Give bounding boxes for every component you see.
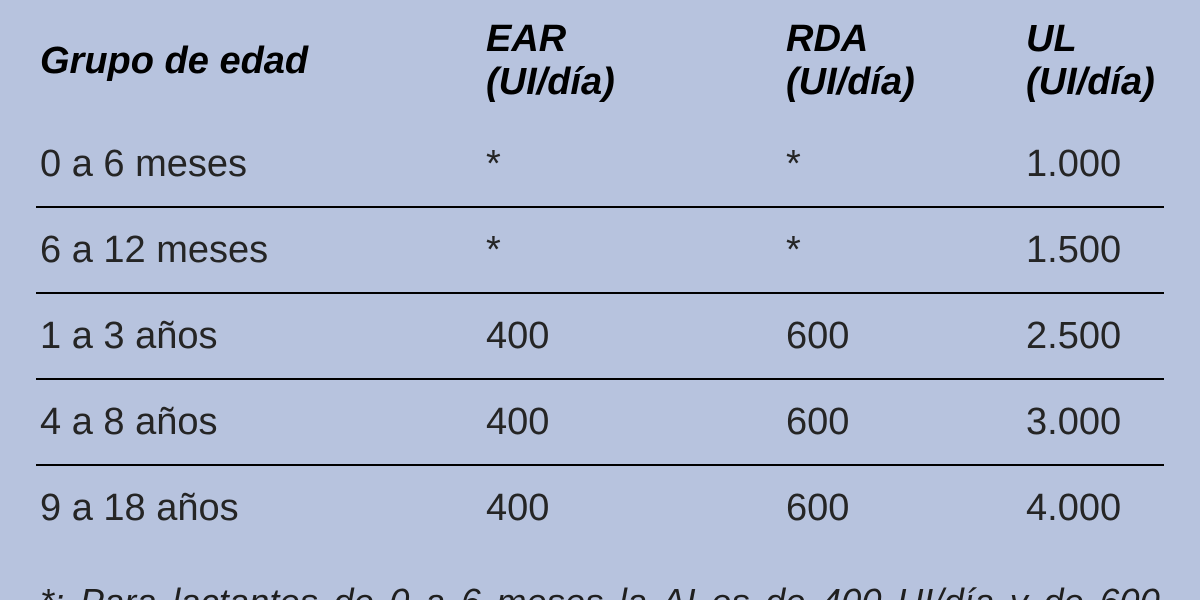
vitamin-d-intake-table: Grupo de edad EAR (UI/día) RDA (UI/día) … xyxy=(36,18,1164,550)
column-header-age: Grupo de edad xyxy=(36,18,366,122)
cell-ul: 2.500 xyxy=(966,293,1164,379)
cell-rda: * xyxy=(666,122,966,207)
cell-ear: 400 xyxy=(366,293,666,379)
column-header-ear: EAR (UI/día) xyxy=(366,18,666,122)
cell-age: 9 a 18 años xyxy=(36,465,366,550)
cell-rda: * xyxy=(666,207,966,293)
table-row: 1 a 3 años 400 600 2.500 xyxy=(36,293,1164,379)
column-header-rda: RDA (UI/día) xyxy=(666,18,966,122)
table-row: 6 a 12 meses * * 1.500 xyxy=(36,207,1164,293)
table-container: Grupo de edad EAR (UI/día) RDA (UI/día) … xyxy=(0,0,1200,600)
table-footnote: *: Para lactantes de 0 a 6 meses la AI e… xyxy=(36,578,1164,600)
cell-ear: 400 xyxy=(366,465,666,550)
column-header-ul: UL (UI/día) xyxy=(966,18,1164,122)
cell-ul: 4.000 xyxy=(966,465,1164,550)
cell-age: 0 a 6 meses xyxy=(36,122,366,207)
cell-age: 1 a 3 años xyxy=(36,293,366,379)
cell-ear: * xyxy=(366,122,666,207)
cell-age: 4 a 8 años xyxy=(36,379,366,465)
table-header-row: Grupo de edad EAR (UI/día) RDA (UI/día) … xyxy=(36,18,1164,122)
cell-rda: 600 xyxy=(666,379,966,465)
cell-ul: 1.000 xyxy=(966,122,1164,207)
table-row: 9 a 18 años 400 600 4.000 xyxy=(36,465,1164,550)
cell-ul: 1.500 xyxy=(966,207,1164,293)
cell-rda: 600 xyxy=(666,293,966,379)
cell-ul: 3.000 xyxy=(966,379,1164,465)
table-row: 0 a 6 meses * * 1.000 xyxy=(36,122,1164,207)
cell-age: 6 a 12 meses xyxy=(36,207,366,293)
cell-ear: * xyxy=(366,207,666,293)
cell-rda: 600 xyxy=(666,465,966,550)
cell-ear: 400 xyxy=(366,379,666,465)
table-row: 4 a 8 años 400 600 3.000 xyxy=(36,379,1164,465)
